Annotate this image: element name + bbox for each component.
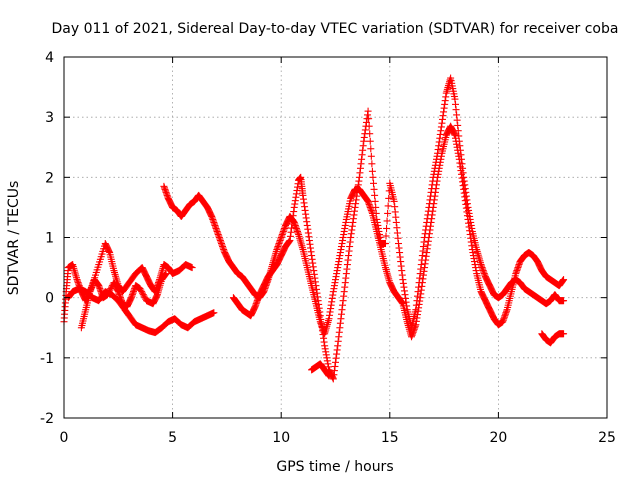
y-axis-label: SDTVAR / TECUs: [6, 181, 22, 296]
data-point: [370, 179, 378, 187]
axis-ticks: [63, 56, 608, 419]
data-series-7: [538, 330, 568, 347]
data-point: [560, 330, 568, 338]
data-point: [140, 292, 148, 300]
data-point: [162, 270, 170, 278]
y-tick-label: 1: [45, 231, 54, 247]
data-point: [367, 152, 375, 160]
data-point: [369, 173, 377, 181]
data-series-6: [308, 360, 333, 380]
x-tick-label: 20: [489, 430, 507, 446]
x-tick-label: 0: [60, 430, 69, 446]
y-tick-label: 4: [45, 50, 54, 66]
data-points: [60, 74, 568, 383]
data-point: [384, 202, 392, 210]
data-point: [366, 130, 374, 138]
data-point: [138, 288, 146, 296]
data-point: [382, 232, 390, 240]
data-point: [139, 291, 147, 299]
data-point: [385, 194, 393, 202]
data-point: [371, 191, 379, 199]
data-point: [138, 289, 146, 297]
data-series-4: [160, 122, 568, 341]
data-series-2: [77, 270, 170, 332]
x-tick-label: 10: [272, 430, 290, 446]
data-point: [136, 285, 144, 293]
data-point: [383, 224, 391, 232]
data-point: [371, 197, 379, 205]
data-point: [365, 122, 373, 130]
x-tick-label: 15: [381, 430, 399, 446]
data-point: [560, 276, 568, 284]
data-point: [368, 160, 376, 168]
data-point: [367, 145, 375, 153]
data-point: [370, 185, 378, 193]
y-tick-label: -2: [40, 411, 54, 427]
data-point: [365, 115, 373, 123]
x-tick-label: 25: [598, 430, 616, 446]
data-point: [372, 209, 380, 217]
data-series-3: [64, 285, 218, 337]
data-point: [560, 297, 568, 305]
data-point: [384, 209, 392, 217]
data-point: [188, 264, 196, 272]
data-point: [137, 286, 145, 294]
data-point: [364, 107, 372, 115]
x-axis-label: GPS time / hours: [276, 459, 393, 475]
y-tick-label: -1: [40, 351, 54, 367]
chart-title: Day 011 of 2021, Sidereal Day-to-day VTE…: [52, 21, 619, 37]
data-point: [210, 309, 218, 317]
data-point: [381, 240, 389, 248]
y-tick-label: 0: [45, 291, 54, 307]
data-point: [366, 137, 374, 145]
y-tick-label: 2: [45, 170, 54, 186]
x-tick-labels: 0 5 10 15 20 25: [60, 430, 616, 446]
y-tick-label: 3: [45, 110, 54, 126]
data-point: [368, 167, 376, 175]
data-point: [383, 217, 391, 225]
data-series-5: [229, 74, 568, 383]
x-tick-label: 5: [168, 430, 177, 446]
data-point: [325, 372, 333, 380]
y-tick-labels: -2 -1 0 1 2 3 4: [40, 50, 54, 427]
data-point: [372, 203, 380, 211]
